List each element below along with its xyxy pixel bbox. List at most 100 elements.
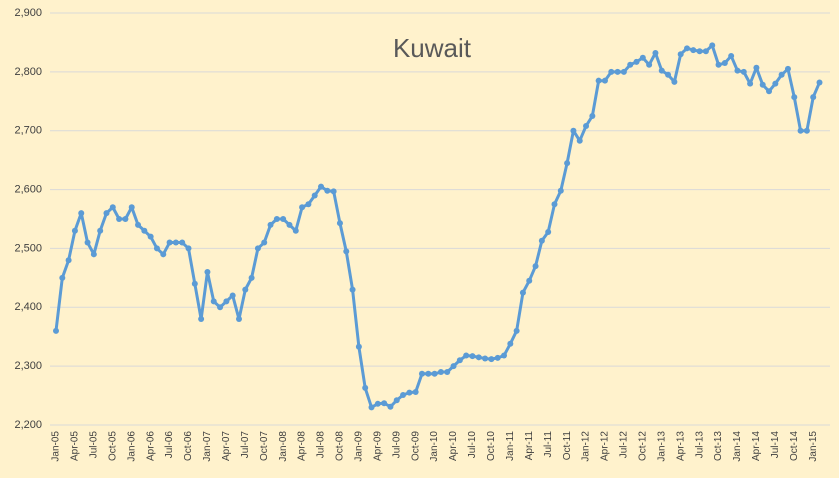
x-tick-label: Jan-15	[808, 431, 819, 462]
x-tick-label: Jul-09	[391, 431, 402, 459]
point	[538, 237, 545, 244]
point	[280, 216, 287, 222]
x-tick-label: Jul-11	[543, 431, 554, 458]
point	[690, 47, 697, 54]
point	[570, 127, 577, 134]
point	[141, 227, 148, 234]
point	[482, 355, 489, 362]
point	[620, 68, 627, 75]
point	[564, 160, 571, 167]
point	[475, 354, 482, 361]
point	[97, 227, 104, 234]
x-tick-label: Jan-12	[581, 431, 592, 462]
x-tick-label: Apr-14	[751, 431, 762, 461]
point	[84, 239, 91, 246]
point	[583, 123, 590, 130]
point	[147, 233, 154, 240]
point	[267, 221, 274, 228]
y-tick-label: 2,800	[14, 66, 42, 78]
point	[665, 71, 672, 78]
x-tick-label: Oct-05	[107, 431, 118, 461]
point	[374, 400, 381, 407]
y-tick-label: 2,900	[14, 7, 42, 19]
point	[166, 239, 173, 246]
point	[450, 363, 457, 370]
point	[122, 216, 129, 222]
point	[286, 221, 293, 228]
point	[191, 280, 198, 287]
point	[299, 204, 306, 211]
point	[437, 369, 444, 376]
point	[318, 183, 325, 190]
point	[400, 391, 407, 398]
x-tick-label: Oct-06	[183, 431, 194, 461]
point	[355, 343, 362, 350]
x-tick-label: Jul-08	[316, 431, 327, 459]
point	[273, 216, 280, 222]
point	[803, 127, 810, 134]
point	[633, 58, 640, 65]
point	[406, 389, 413, 396]
y-tick-label: 2,600	[14, 183, 42, 195]
point	[494, 354, 501, 361]
point	[292, 227, 299, 234]
point	[469, 353, 476, 360]
point	[153, 245, 160, 252]
point	[53, 327, 59, 334]
point	[791, 94, 798, 101]
point	[797, 127, 804, 134]
x-tick-label: Jul-12	[619, 431, 630, 459]
point	[734, 67, 741, 74]
x-tick-label: Apr-10	[448, 431, 459, 461]
point	[393, 397, 400, 404]
x-tick-label: Jan-13	[656, 431, 667, 462]
x-tick-label: Oct-14	[789, 431, 800, 461]
point	[349, 286, 356, 293]
point	[463, 352, 470, 359]
x-tick-label: Jul-05	[89, 431, 100, 459]
point	[305, 201, 312, 208]
point	[595, 77, 602, 84]
point	[217, 304, 224, 311]
x-tick-label: Jan-14	[732, 431, 743, 462]
point	[343, 248, 350, 255]
x-tick-label: Jan-06	[126, 431, 137, 462]
point	[551, 201, 558, 208]
x-tick-label: Oct-11	[562, 431, 573, 461]
point	[526, 277, 533, 284]
chart-title: Kuwait	[393, 33, 472, 63]
x-tick-label: Oct-13	[713, 431, 724, 461]
point	[696, 48, 703, 55]
point	[242, 286, 249, 293]
point	[646, 61, 653, 68]
y-tick-label: 2,500	[14, 242, 42, 254]
point	[784, 65, 791, 72]
x-tick-label: Jan-08	[278, 431, 289, 462]
point	[90, 251, 97, 258]
point	[532, 263, 539, 270]
point	[135, 221, 142, 228]
point	[330, 188, 337, 195]
point	[557, 187, 564, 194]
point	[412, 389, 419, 396]
point	[728, 52, 735, 59]
point	[671, 78, 678, 85]
x-tick-label: Jul-13	[694, 431, 705, 459]
x-tick-label: Apr-05	[70, 431, 81, 461]
point	[501, 352, 508, 359]
point	[740, 68, 747, 75]
point	[324, 187, 331, 194]
point	[78, 210, 85, 217]
point	[658, 67, 665, 74]
point	[444, 369, 451, 376]
point	[721, 60, 728, 67]
x-tick-label: Oct-09	[410, 431, 421, 461]
x-tick-label: Jan-09	[354, 431, 365, 462]
x-tick-label: Apr-11	[524, 431, 535, 461]
x-tick-label: Apr-09	[372, 431, 383, 461]
x-tick-label: Apr-12	[600, 431, 611, 461]
y-tick-label: 2,300	[14, 360, 42, 372]
point	[116, 216, 123, 222]
point	[608, 68, 615, 75]
point	[747, 80, 754, 87]
